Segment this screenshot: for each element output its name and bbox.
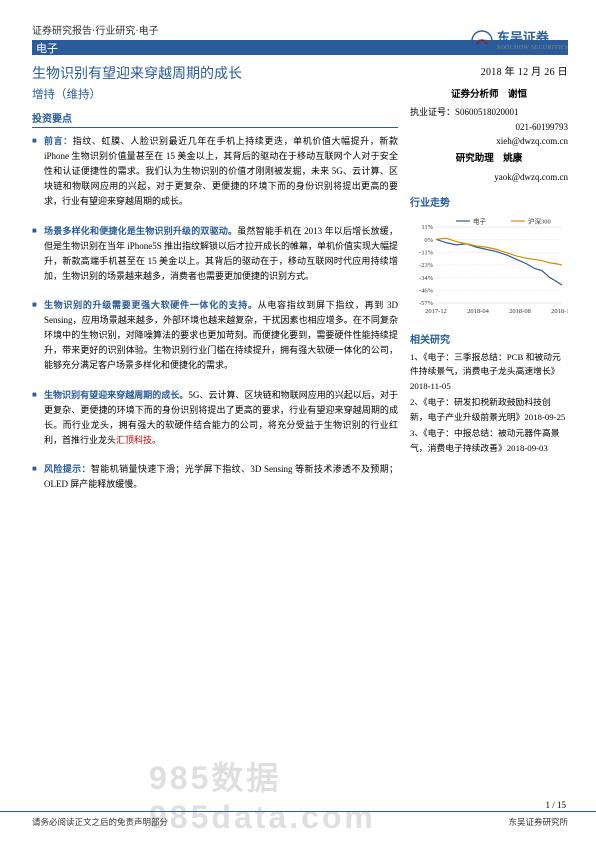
svg-text:电子: 电子 [473, 216, 487, 225]
trend-head: 行业走势 [410, 194, 568, 209]
bullet-item: 风险提示：智能机销量快速下滑；光学屏下指纹、3D Sensing 等新技术渗透不… [32, 462, 398, 492]
bullet-item: 前言：指纹、虹膜、人脸识别最近几年在手机上持续更迭，单机价值大幅提升，新款 iP… [32, 134, 398, 210]
analyst-title: 证券分析师 谢恒 [410, 88, 568, 103]
trend-chart: 电子 沪深300 11% 0% -11% -23% -34% -46% -57%2017-12 2… [410, 213, 568, 321]
bullet-lead: 生物识别有望迎来穿越周期的成长。 [44, 390, 188, 400]
logo-en: SOOCHOW SECURITIES [497, 45, 568, 51]
svg-text:2017-12: 2017-12 [425, 308, 447, 315]
related-head: 相关研究 [410, 331, 568, 346]
bullet-item: 生物识别的升级需要更强大软硬件一体化的支持。从电容指纹到屏下指纹，再到 3D S… [32, 298, 398, 374]
footer-disclaimer: 请务必阅读正文之后的免责声明部分 [32, 816, 168, 828]
report-date: 2018 年 12 月 26 日 [410, 63, 568, 78]
logo-cn: 东吴证券 [497, 31, 568, 45]
svg-text:-23%: -23% [419, 262, 434, 269]
bullet-body: 智能机销量快速下滑；光学屏下指纹、3D Sensing 等新技术渗透不及预期；O… [44, 464, 398, 489]
svg-text:2018-12: 2018-12 [551, 308, 568, 315]
related-item: 2、《电子：研发扣税新政鼓励科技创新，电子产业升级前景光明》2018-09-25 [410, 395, 568, 424]
bullet-list: 前言：指纹、虹膜、人脸识别最近几年在手机上持续更迭，单机价值大幅提升，新款 iP… [32, 134, 398, 492]
analyst-license: 执业证号：S0600518020001 [410, 105, 568, 119]
side-column: 2018 年 12 月 26 日 证券分析师 谢恒 执业证号：S06005180… [410, 57, 568, 506]
report-title: 生物识别有望迎来穿越周期的成长 [32, 63, 398, 83]
svg-text:11%: 11% [421, 224, 433, 231]
svg-text:-46%: -46% [419, 287, 434, 294]
main-column: 生物识别有望迎来穿越周期的成长 增持（维持） 投资要点 前言：指纹、虹膜、人脸识… [32, 57, 398, 506]
svg-text:2018-04: 2018-04 [467, 308, 489, 315]
assistant-title: 研究助理 姚康 [410, 152, 568, 167]
section-head-investment: 投资要点 [32, 110, 398, 128]
svg-text:沪深300: 沪深300 [528, 216, 551, 225]
assistant-email: yaok@dwzq.com.cn [410, 170, 568, 184]
related-item: 1、《电子：三季报总结：PCB 和被动元件持续景气，消费电子龙头高速增长》201… [410, 350, 568, 394]
brand-logo: SCS 东吴证券 SOOCHOW SECURITIES [471, 30, 568, 52]
analyst-email: xieh@dwzq.com.cn [410, 134, 568, 148]
bullet-lead: 场景多样化和便捷化是生物识别升级的双驱动。 [44, 226, 237, 236]
footer-institution: 东吴证券研究所 [508, 816, 568, 828]
svg-text:0%: 0% [424, 237, 433, 244]
bullet-item: 生物识别有望迎来穿越周期的成长。5G、云计算、区块链和物联网应用的兴起以后，对于… [32, 388, 398, 448]
bullet-item: 场景多样化和便捷化是生物识别升级的双驱动。虽然智能手机在 2013 年以后增长放… [32, 224, 398, 284]
related-item: 3、《电子：中报总结：被动元器件高景气，消费电子持续改善》2018-09-03 [410, 426, 568, 455]
category-label: 电子 [36, 40, 58, 56]
rating: 增持（维持） [32, 86, 398, 102]
bullet-highlight: 汇顶科技。 [116, 435, 161, 445]
svg-text:-57%: -57% [419, 300, 434, 307]
bullet-lead: 风险提示： [44, 464, 91, 474]
related-list: 1、《电子：三季报总结：PCB 和被动元件持续景气，消费电子龙头高速增长》201… [410, 350, 568, 456]
analyst-phone: 021-60199793 [410, 120, 568, 134]
footer: 请务必阅读正文之后的免责声明部分 东吴证券研究所 [0, 811, 596, 828]
svg-text:2018-08: 2018-08 [509, 308, 531, 315]
bullet-body: 从电容指纹到屏下指纹，再到 3D Sensing，应用场景越来越多，外部环境也越… [44, 300, 398, 370]
bullet-body: 指纹、虹膜、人脸识别最近几年在手机上持续更迭，单机价值大幅提升，新款 iPhon… [44, 136, 398, 206]
scs-logo-icon: SCS [471, 30, 493, 52]
page-number: 1 / 15 [545, 800, 566, 810]
svg-text:SCS: SCS [477, 40, 486, 45]
svg-text:-11%: -11% [419, 249, 433, 256]
bullet-lead: 前言： [44, 136, 73, 146]
analyst-block: 证券分析师 谢恒 执业证号：S0600518020001 021-6019979… [410, 88, 568, 184]
bullet-lead: 生物识别的升级需要更强大软硬件一体化的支持。 [44, 300, 258, 310]
svg-text:-34%: -34% [419, 275, 434, 282]
